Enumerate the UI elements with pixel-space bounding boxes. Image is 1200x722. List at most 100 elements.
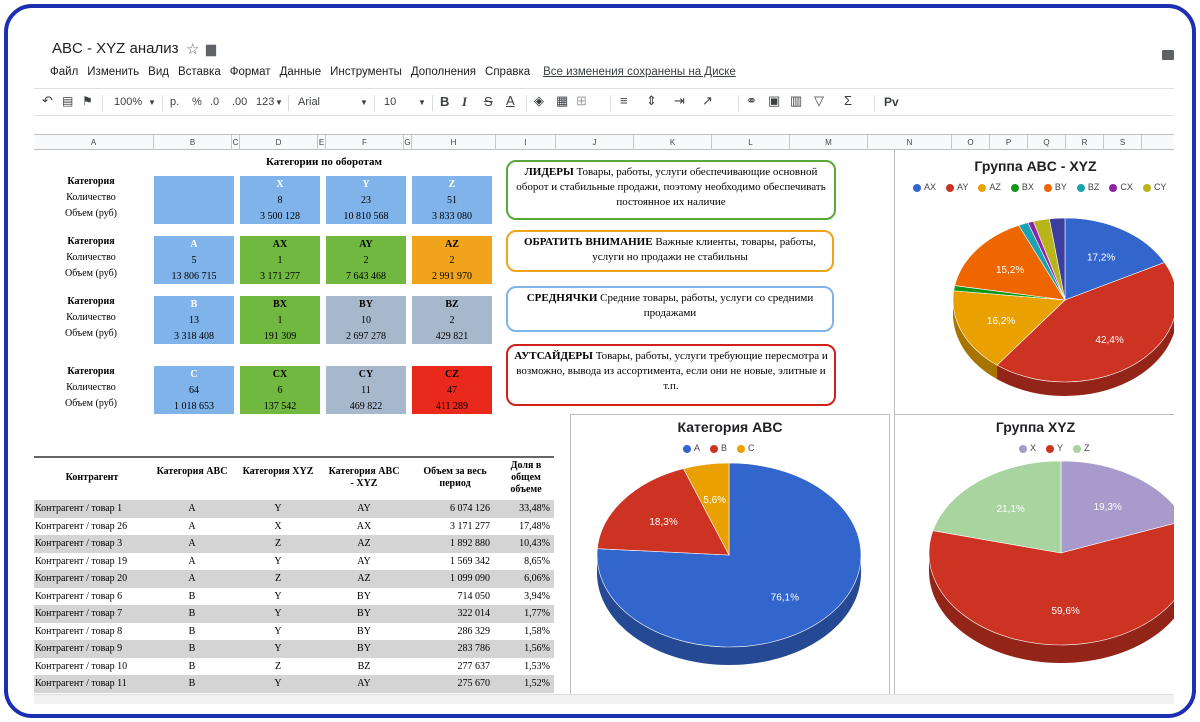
matrix-cell-b[interactable]: B 13 3 318 408	[154, 296, 234, 344]
matrix-cell-a[interactable]: A 5 13 806 715	[154, 236, 234, 284]
chart-icon[interactable]: ▥	[790, 93, 802, 109]
matrix-cell-cz[interactable]: CZ 47 411 289	[412, 366, 492, 414]
fill-color-icon[interactable]: ◈	[534, 93, 544, 109]
table-row[interactable]: Контрагент / товар 6 B Y BY 714 050 3,94%	[34, 588, 554, 606]
col-f[interactable]: F	[326, 135, 404, 150]
matrix-cell-bx[interactable]: BX 1 191 309	[240, 296, 320, 344]
matrix-cell-c[interactable]: C 64 1 018 653	[154, 366, 234, 414]
table-row[interactable]: Контрагент / товар 26 A X AX 3 171 277 17,48%	[34, 518, 554, 536]
col-o[interactable]: O	[952, 135, 990, 150]
chart-panel-xyz[interactable]: Группа XYZ X Y Z 19,3% 59,6% 21,1%	[894, 414, 1174, 696]
matrix-cell-bz[interactable]: BZ 2 429 821	[412, 296, 492, 344]
menu-help[interactable]: Справка	[485, 66, 530, 84]
col-a[interactable]: A	[34, 135, 154, 150]
table-row[interactable]: Контрагент / товар 19 A Y AY 1 569 342 8,65%	[34, 553, 554, 571]
link-icon[interactable]: ⚭	[746, 93, 757, 109]
table-row[interactable]: Контрагент / товар 7 B Y BY 322 014 1,77%	[34, 605, 554, 623]
matrix-cell-ax[interactable]: AX 1 3 171 277	[240, 236, 320, 284]
col-g[interactable]: G	[404, 135, 412, 150]
menu-edit[interactable]: Изменить	[87, 66, 139, 84]
font-select[interactable]: Arial	[298, 96, 320, 108]
wrap-icon[interactable]: ⇥	[674, 93, 685, 109]
star-icon[interactable]: ☆	[186, 40, 199, 58]
cell-contractor: Контрагент / товар 8	[34, 623, 152, 640]
saved-status-link[interactable]: Все изменения сохранены на Диске	[543, 66, 736, 84]
menu-addons[interactable]: Дополнения	[411, 66, 476, 84]
matrix-cell-x[interactable]: X 8 3 500 128	[240, 176, 320, 224]
zoom-chevron-down-icon[interactable]: ▼	[148, 98, 156, 107]
col-q[interactable]: Q	[1028, 135, 1066, 150]
col-s[interactable]: S	[1104, 135, 1142, 150]
matrix-cell-by[interactable]: BY 10 2 697 278	[326, 296, 406, 344]
comment-icon[interactable]: ▣	[768, 93, 780, 109]
italic-button[interactable]: I	[462, 94, 467, 110]
valign-icon[interactable]: ⇕	[646, 93, 657, 109]
document-title[interactable]: ABC - XYZ анализ	[52, 40, 179, 57]
matrix-cell-cy[interactable]: CY 11 469 822	[326, 366, 406, 414]
cell-xyz: Z	[240, 535, 316, 552]
filter-icon[interactable]: ▽	[814, 93, 824, 109]
table-row[interactable]: Контрагент / товар 20 A Z AZ 1 099 090 6,06%	[34, 570, 554, 588]
col-d[interactable]: D	[240, 135, 318, 150]
matrix-cell-ay[interactable]: AY 2 7 643 468	[326, 236, 406, 284]
cell-abc-xyz: AY	[326, 675, 402, 692]
table-row[interactable]: Контрагент / товар 1 A Y AY 6 074 126 33,48%	[34, 500, 554, 518]
col-b[interactable]: B	[154, 135, 232, 150]
col-r[interactable]: R	[1066, 135, 1104, 150]
merge-icon[interactable]: ⊞	[576, 93, 587, 109]
percent-button[interactable]: %	[192, 96, 202, 108]
col-m[interactable]: M	[790, 135, 868, 150]
col-p[interactable]: P	[990, 135, 1028, 150]
zoom-select[interactable]: 100%	[114, 96, 142, 108]
format-chevron-down-icon[interactable]: ▼	[275, 98, 283, 107]
matrix-cell-empty[interactable]	[154, 176, 234, 224]
folder-icon[interactable]: ▆	[206, 41, 216, 57]
menu-view[interactable]: Вид	[148, 66, 169, 84]
col-i[interactable]: I	[496, 135, 556, 150]
font-chevron-down-icon[interactable]: ▼	[360, 98, 368, 107]
undo-icon[interactable]: ↶	[42, 93, 53, 109]
text-color-button[interactable]: A	[506, 93, 515, 108]
menu-format[interactable]: Формат	[230, 66, 271, 84]
menu-file[interactable]: Файл	[50, 66, 78, 84]
format-select[interactable]: 123	[256, 96, 274, 108]
col-c[interactable]: C	[232, 135, 240, 150]
functions-icon[interactable]: Σ	[844, 93, 852, 108]
table-row[interactable]: Контрагент / товар 11 B Y AY 275 670 1,52%	[34, 675, 554, 693]
font-size-select[interactable]: 10	[384, 96, 396, 108]
chart-panel-abc-xyz[interactable]: Группа ABC - XYZ AXAYAZBXBYBZCXCYCZ 17,2…	[894, 150, 1174, 440]
table-row[interactable]: Контрагент / товар 10 B Z BZ 277 637 1,53%	[34, 658, 554, 676]
col-n[interactable]: N	[868, 135, 952, 150]
col-h[interactable]: H	[412, 135, 496, 150]
col-k[interactable]: K	[634, 135, 712, 150]
menu-data[interactable]: Данные	[280, 66, 322, 84]
table-row[interactable]: Контрагент / товар 9 B Y BY 283 786 1,56%	[34, 640, 554, 658]
input-tools-button[interactable]: Pv	[884, 95, 899, 109]
horizontal-scrollbar[interactable]	[34, 694, 1174, 704]
comments-icon[interactable]	[1162, 50, 1174, 60]
sheet-grid[interactable]: Категории по оборотам Категория Количест…	[34, 150, 1174, 704]
bold-button[interactable]: B	[440, 94, 449, 109]
size-chevron-down-icon[interactable]: ▼	[418, 98, 426, 107]
borders-icon[interactable]: ▦	[556, 93, 568, 109]
table-row[interactable]: Контрагент / товар 3 A Z AZ 1 892 880 10,43%	[34, 535, 554, 553]
col-j[interactable]: J	[556, 135, 634, 150]
menu-tools[interactable]: Инструменты	[330, 66, 402, 84]
strikethrough-button[interactable]: S	[484, 94, 493, 109]
matrix-cell-z[interactable]: Z 51 3 833 080	[412, 176, 492, 224]
matrix-cell-az[interactable]: AZ 2 2 991 970	[412, 236, 492, 284]
table-row[interactable]: Контрагент / товар 8 B Y BY 286 329 1,58%	[34, 623, 554, 641]
print-icon[interactable]: ▤	[62, 94, 73, 108]
menu-insert[interactable]: Вставка	[178, 66, 221, 84]
matrix-cell-y[interactable]: Y 23 10 810 568	[326, 176, 406, 224]
align-icon[interactable]: ≡	[620, 93, 628, 108]
col-e[interactable]: E	[318, 135, 326, 150]
decrease-decimal-button[interactable]: .0	[210, 96, 219, 108]
matrix-cell-cx[interactable]: CX 6 137 542	[240, 366, 320, 414]
chart-panel-abc[interactable]: Категория ABC A B C 76,1% 18,3% 5,6%	[570, 414, 890, 696]
rotate-icon[interactable]: ↗	[702, 93, 713, 109]
col-l[interactable]: L	[712, 135, 790, 150]
currency-button[interactable]: р.	[170, 96, 179, 108]
increase-decimal-button[interactable]: .00	[232, 96, 247, 108]
paint-format-icon[interactable]: ⚑	[82, 94, 93, 108]
